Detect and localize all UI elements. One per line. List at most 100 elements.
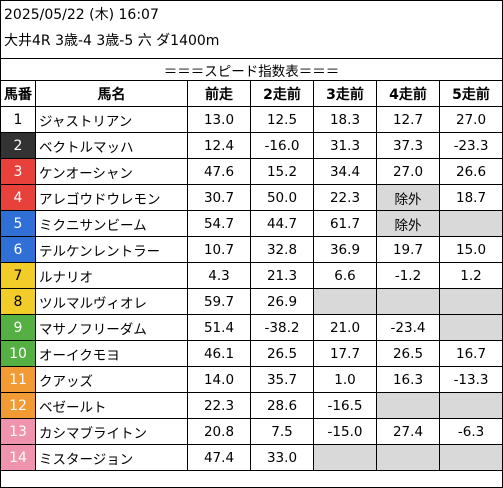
table-row: 12 ベゼールト 22.3 28.6 -16.5 bbox=[0, 392, 503, 419]
speed-index-value: 1.0 bbox=[313, 366, 377, 393]
horse-number: 9 bbox=[0, 314, 36, 341]
speed-index-value bbox=[438, 314, 503, 341]
table-header-row: 馬番 馬名 前走 2走前 3走前 4走前 5走前 bbox=[0, 80, 503, 107]
table-row: 6 テルケンレントラー 10.7 32.8 36.9 19.7 15.0 bbox=[0, 236, 503, 263]
speed-index-value: -16.0 bbox=[250, 132, 314, 159]
speed-index-value: 26.5 bbox=[376, 340, 440, 367]
table-row: 3 ケンオーシャン 47.6 15.2 34.4 27.0 26.6 bbox=[0, 158, 503, 185]
column-header-5-races-ago: 5走前 bbox=[438, 80, 503, 107]
speed-index-value: 17.7 bbox=[313, 340, 377, 367]
horse-name: ベゼールト bbox=[35, 392, 188, 419]
speed-index-value: 31.3 bbox=[313, 132, 377, 159]
speed-index-value: 22.3 bbox=[313, 184, 377, 211]
speed-index-value bbox=[438, 288, 503, 315]
speed-index-value: 32.8 bbox=[250, 236, 314, 263]
table-row: 11 クアッズ 14.0 35.7 1.0 16.3 -13.3 bbox=[0, 366, 503, 393]
speed-index-value: 10.7 bbox=[187, 236, 251, 263]
table-row: 5 ミクニサンビーム 54.7 44.7 61.7 除外 bbox=[0, 210, 503, 237]
speed-index-value: 26.9 bbox=[250, 288, 314, 315]
horse-name: オーイクモヨ bbox=[35, 340, 188, 367]
speed-index-value: 12.4 bbox=[187, 132, 251, 159]
speed-index-value: 26.5 bbox=[250, 340, 314, 367]
speed-index-value: 46.1 bbox=[187, 340, 251, 367]
speed-index-value: 28.6 bbox=[250, 392, 314, 419]
table-row: 13 カシマブライトン 20.8 7.5 -15.0 27.4 -6.3 bbox=[0, 418, 503, 445]
speed-index-table: ＝＝＝スピード指数表＝＝＝ 馬番 馬名 前走 2走前 3走前 4走前 5走前 1… bbox=[0, 58, 503, 471]
speed-index-value: 35.7 bbox=[250, 366, 314, 393]
speed-index-value: 13.0 bbox=[187, 106, 251, 133]
speed-index-value bbox=[313, 288, 377, 315]
speed-index-value: 15.2 bbox=[250, 158, 314, 185]
speed-index-value: 12.7 bbox=[376, 106, 440, 133]
speed-index-value: 50.0 bbox=[250, 184, 314, 211]
column-header-number: 馬番 bbox=[0, 80, 36, 107]
speed-index-value: -23.4 bbox=[376, 314, 440, 341]
speed-index-value: 6.6 bbox=[313, 262, 377, 289]
table-row: 14 ミスタージョン 47.4 33.0 bbox=[0, 444, 503, 471]
speed-index-value: 除外 bbox=[376, 184, 440, 211]
speed-index-value bbox=[376, 392, 440, 419]
horse-name: マサノフリーダム bbox=[35, 314, 188, 341]
horse-name: クアッズ bbox=[35, 366, 188, 393]
table-row: 9 マサノフリーダム 51.4 -38.2 21.0 -23.4 bbox=[0, 314, 503, 341]
horse-number: 7 bbox=[0, 262, 36, 289]
speed-index-value bbox=[313, 444, 377, 471]
speed-index-value: -16.5 bbox=[313, 392, 377, 419]
horse-name: ルナリオ bbox=[35, 262, 188, 289]
speed-index-value: 16.3 bbox=[376, 366, 440, 393]
speed-index-value: -6.3 bbox=[438, 418, 503, 445]
speed-index-value: 12.5 bbox=[250, 106, 314, 133]
horse-name: アレゴウドウレモン bbox=[35, 184, 188, 211]
speed-index-value: -13.3 bbox=[438, 366, 503, 393]
horse-name: ミスタージョン bbox=[35, 444, 188, 471]
horse-name: ケンオーシャン bbox=[35, 158, 188, 185]
speed-index-value: 27.4 bbox=[376, 418, 440, 445]
speed-index-value: 33.0 bbox=[250, 444, 314, 471]
speed-index-value: 15.0 bbox=[438, 236, 503, 263]
horse-number: 4 bbox=[0, 184, 36, 211]
horse-number: 5 bbox=[0, 210, 36, 237]
horse-name: テルケンレントラー bbox=[35, 236, 188, 263]
table-title: ＝＝＝スピード指数表＝＝＝ bbox=[0, 58, 503, 81]
speed-index-value: 59.7 bbox=[187, 288, 251, 315]
table-row: 4 アレゴウドウレモン 30.7 50.0 22.3 除外 18.7 bbox=[0, 184, 503, 211]
speed-index-value: 16.7 bbox=[438, 340, 503, 367]
speed-index-value: 61.7 bbox=[313, 210, 377, 237]
speed-index-value: -1.2 bbox=[376, 262, 440, 289]
table-row: 1 ジャストリアン 13.0 12.5 18.3 12.7 27.0 bbox=[0, 106, 503, 133]
horse-number: 2 bbox=[0, 132, 36, 159]
speed-index-value: 除外 bbox=[376, 210, 440, 237]
horse-number: 8 bbox=[0, 288, 36, 315]
horse-name: カシマブライトン bbox=[35, 418, 188, 445]
horse-number: 10 bbox=[0, 340, 36, 367]
table-row: 7 ルナリオ 4.3 21.3 6.6 -1.2 1.2 bbox=[0, 262, 503, 289]
horse-number: 14 bbox=[0, 444, 36, 471]
speed-index-value bbox=[376, 444, 440, 471]
horse-number: 3 bbox=[0, 158, 36, 185]
table-row: 8 ツルマルヴィオレ 59.7 26.9 bbox=[0, 288, 503, 315]
speed-index-value: 7.5 bbox=[250, 418, 314, 445]
column-header-last-race: 前走 bbox=[187, 80, 251, 107]
speed-index-value bbox=[438, 444, 503, 471]
speed-index-value bbox=[438, 210, 503, 237]
speed-index-value: 14.0 bbox=[187, 366, 251, 393]
speed-index-value: 34.4 bbox=[313, 158, 377, 185]
speed-index-value: 26.6 bbox=[438, 158, 503, 185]
column-header-horse-name: 馬名 bbox=[35, 80, 188, 107]
table-row: 2 ベクトルマッハ 12.4 -16.0 31.3 37.3 -23.3 bbox=[0, 132, 503, 159]
horse-number: 1 bbox=[0, 106, 36, 133]
speed-index-value: 37.3 bbox=[376, 132, 440, 159]
speed-index-value: 4.3 bbox=[187, 262, 251, 289]
horse-name: ジャストリアン bbox=[35, 106, 188, 133]
speed-index-value: -23.3 bbox=[438, 132, 503, 159]
race-info: 大井4R 3歳-4 3歳-5 六 ダ1400m bbox=[4, 33, 220, 49]
speed-index-value: 27.0 bbox=[376, 158, 440, 185]
speed-index-value: 27.0 bbox=[438, 106, 503, 133]
horse-number: 12 bbox=[0, 392, 36, 419]
speed-index-value: 18.3 bbox=[313, 106, 377, 133]
speed-index-value bbox=[376, 288, 440, 315]
speed-index-value: -38.2 bbox=[250, 314, 314, 341]
horse-number: 6 bbox=[0, 236, 36, 263]
column-header-3-races-ago: 3走前 bbox=[313, 80, 377, 107]
speed-index-value: 1.2 bbox=[438, 262, 503, 289]
